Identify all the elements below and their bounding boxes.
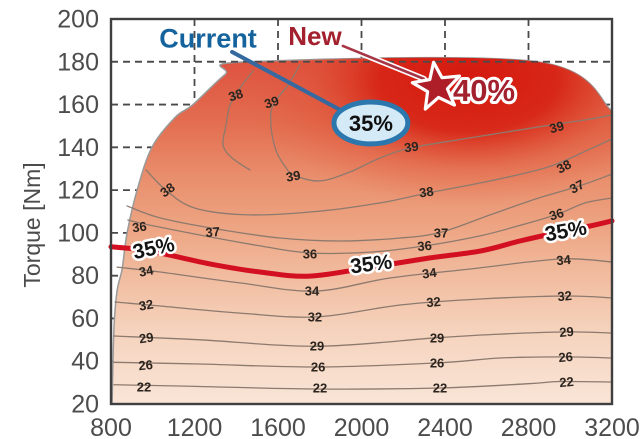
new-leader-line bbox=[341, 44, 426, 81]
x-tick-label-1600: 1600 bbox=[250, 414, 306, 439]
contour-label-36: 36 bbox=[547, 205, 565, 224]
y-tick-label-80: 80 bbox=[71, 262, 99, 290]
contour-line-39 bbox=[269, 64, 613, 182]
contour-label-22: 22 bbox=[137, 379, 151, 394]
contour-label-39: 39 bbox=[548, 118, 566, 136]
x-tick-label-800: 800 bbox=[90, 414, 132, 439]
new-label: New bbox=[288, 21, 342, 51]
x-tick-label-2400: 2400 bbox=[417, 414, 473, 439]
contour-label-22: 22 bbox=[313, 380, 327, 395]
contour-label-36: 36 bbox=[131, 219, 147, 236]
current-sweet-spot-marker bbox=[331, 99, 411, 147]
contour-label-32: 32 bbox=[138, 296, 155, 313]
current-label: Current bbox=[159, 23, 257, 53]
contour-line-38 bbox=[222, 70, 254, 171]
contour-label-37: 37 bbox=[567, 177, 587, 197]
contour-label-36: 36 bbox=[417, 238, 433, 254]
contour-label-36: 36 bbox=[303, 247, 317, 262]
current-sweet-spot-value: 35% bbox=[349, 111, 393, 136]
contour-label-29: 29 bbox=[310, 339, 324, 354]
contour-label-34: 34 bbox=[138, 262, 156, 279]
contour-line-36 bbox=[127, 197, 613, 255]
contour-label-26: 26 bbox=[311, 359, 325, 374]
contour-label-22: 22 bbox=[433, 380, 447, 395]
contour-label-34: 34 bbox=[421, 265, 438, 282]
y-tick-label-180: 180 bbox=[57, 48, 99, 76]
contour-label-29: 29 bbox=[138, 330, 154, 347]
contour-line-32 bbox=[114, 295, 613, 318]
contour-line-29 bbox=[113, 331, 613, 347]
contour-label-29: 29 bbox=[559, 324, 575, 340]
contour-line-34 bbox=[116, 258, 613, 292]
contour-label-26: 26 bbox=[430, 355, 444, 370]
contour-label-34: 34 bbox=[305, 284, 320, 299]
current-leader-line bbox=[230, 49, 354, 119]
contour-label-39: 39 bbox=[403, 139, 419, 156]
y-tick-label-120: 120 bbox=[57, 177, 99, 205]
contour-label-26: 26 bbox=[138, 357, 154, 373]
contour-line-22 bbox=[113, 380, 613, 390]
y-tick-label-160: 160 bbox=[57, 91, 99, 119]
contour-label-32: 32 bbox=[426, 294, 442, 310]
contour-label-32: 32 bbox=[308, 309, 322, 324]
contour-label-39: 39 bbox=[262, 93, 280, 112]
red-contour-35 bbox=[108, 218, 615, 279]
plot-border bbox=[109, 17, 614, 406]
x-tick-label-2800: 2800 bbox=[501, 414, 557, 439]
y-tick-label-60: 60 bbox=[71, 305, 99, 333]
y-axis-title: Torque [Nm] bbox=[19, 162, 45, 287]
x-tick-label-1200: 1200 bbox=[167, 414, 223, 439]
contour-label-22: 22 bbox=[559, 374, 575, 390]
contour-label-32: 32 bbox=[557, 288, 573, 304]
contour-label-29: 29 bbox=[430, 330, 444, 345]
contour-line-38 bbox=[145, 138, 613, 216]
contour-label-38: 38 bbox=[554, 156, 574, 176]
contour-line-26 bbox=[113, 356, 613, 368]
x-tick-label-2000: 2000 bbox=[334, 414, 390, 439]
y-tick-label-40: 40 bbox=[71, 348, 99, 376]
y-tick-label-100: 100 bbox=[57, 219, 99, 247]
y-tick-label-200: 200 bbox=[57, 6, 99, 34]
contour-label-39: 39 bbox=[285, 167, 302, 184]
x-tick-label-3200: 3200 bbox=[584, 414, 640, 439]
y-tick-label-140: 140 bbox=[57, 134, 99, 162]
contour-label-37: 37 bbox=[434, 226, 448, 241]
contour-label-26: 26 bbox=[558, 349, 574, 365]
new-star-marker bbox=[410, 60, 462, 111]
contour-label-37: 37 bbox=[205, 224, 221, 240]
new-sweet-spot-value: 40% bbox=[453, 73, 515, 108]
contour-label-38: 38 bbox=[157, 180, 177, 201]
contour-label-38: 38 bbox=[226, 86, 244, 105]
y-tick-label-20: 20 bbox=[71, 391, 99, 419]
contour-line-37 bbox=[126, 173, 613, 242]
efficiency-hotspot bbox=[112, 57, 612, 405]
red-contour-label: 35% bbox=[543, 216, 589, 246]
contour-label-38: 38 bbox=[418, 184, 434, 201]
contour-label-34: 34 bbox=[556, 252, 572, 268]
